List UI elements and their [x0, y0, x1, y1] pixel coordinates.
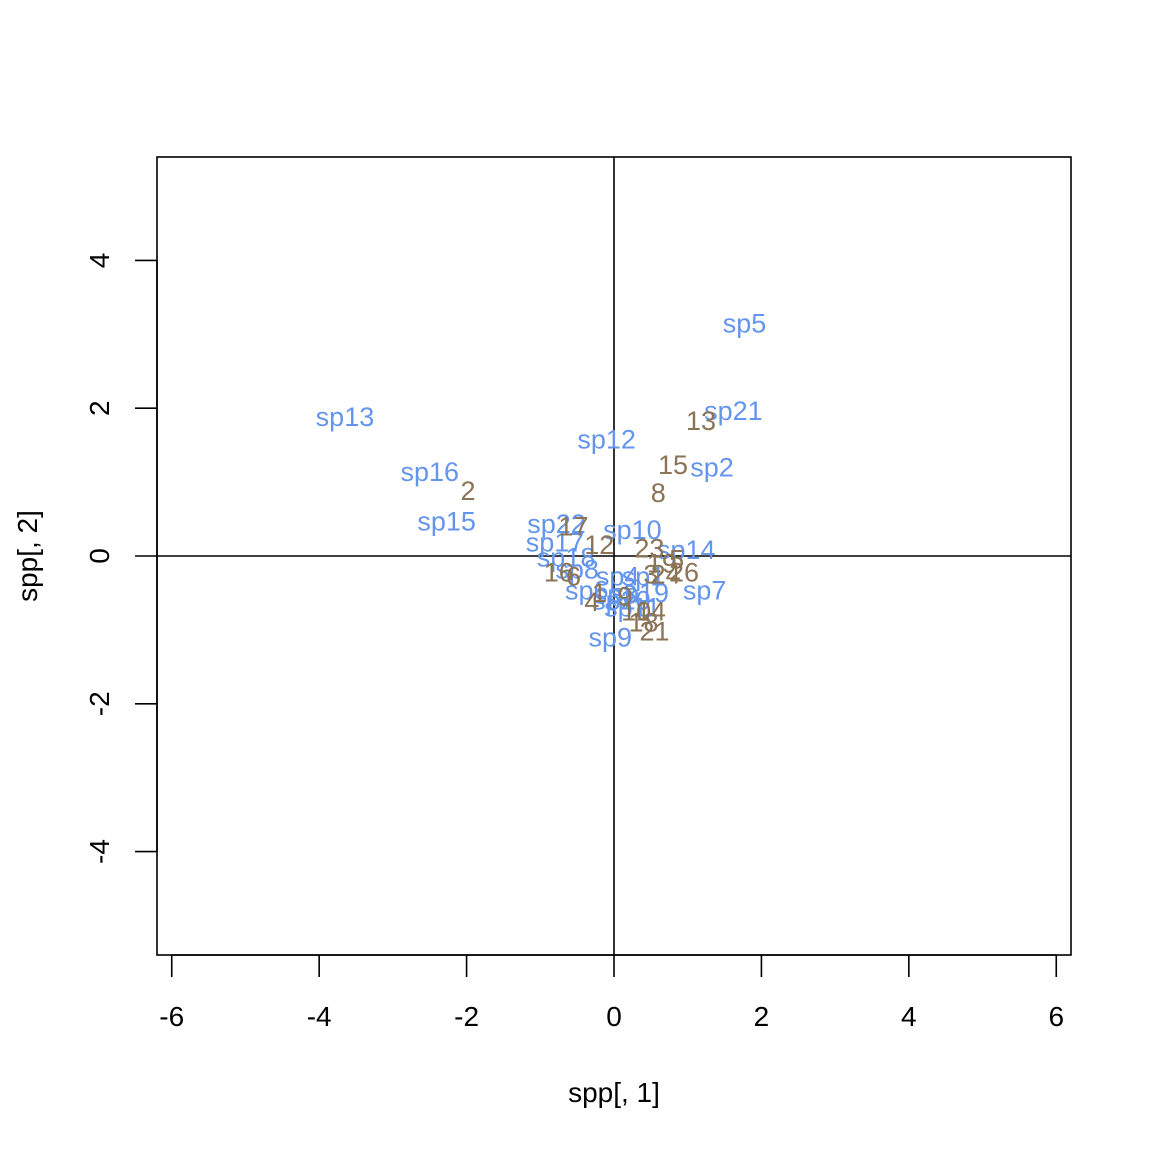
- x-axis: -6 -4 -2 0 2 4 6: [159, 954, 1064, 1032]
- species-label-sp2: sp2: [690, 452, 734, 482]
- reference-lines: [157, 157, 1071, 955]
- x-tick-label: 6: [1048, 1001, 1064, 1032]
- site-label-19: 19: [647, 548, 677, 578]
- site-label-5: 5: [669, 545, 684, 575]
- species-label-sp16: sp16: [400, 457, 459, 487]
- y-tick-label: 4: [84, 253, 115, 269]
- species-label-sp11: sp11: [604, 593, 661, 623]
- species-label-sp14: sp14: [657, 535, 716, 565]
- species-label-sp8: sp8: [555, 554, 599, 584]
- site-label-24: 24: [651, 559, 681, 589]
- site-label-15: 15: [658, 450, 688, 480]
- y-tick-label: 0: [84, 548, 115, 564]
- site-label-8: 8: [651, 478, 666, 508]
- species-label-sp1: sp1: [622, 562, 666, 592]
- x-tick-label: 0: [606, 1001, 622, 1032]
- site-label-4: 4: [584, 587, 599, 617]
- species-label-sp19: sp19: [611, 578, 670, 608]
- y-tick-label: 2: [84, 400, 115, 416]
- site-label-14: 14: [636, 596, 666, 626]
- species-label-sp15: sp15: [417, 506, 476, 536]
- y-tick-label: -2: [84, 691, 115, 716]
- species-label-sp7: sp7: [683, 576, 727, 606]
- site-label-3: 3: [643, 559, 658, 589]
- species-label-sp18: sp18: [537, 542, 596, 572]
- site-label-12: 12: [584, 530, 614, 560]
- x-tick-label: -2: [454, 1001, 479, 1032]
- x-tick-label: -4: [307, 1001, 332, 1032]
- site-label-16: 16: [544, 557, 574, 587]
- site-label-10: 10: [621, 596, 651, 626]
- species-label-sp12: sp12: [577, 424, 636, 454]
- species-label-sp5: sp5: [723, 308, 767, 338]
- species-label-sp21: sp21: [704, 396, 763, 426]
- site-label-18: 18: [628, 608, 658, 638]
- species-label-sp9: sp9: [589, 622, 633, 652]
- site-label-21: 21: [640, 616, 670, 646]
- y-axis-title: spp[, 2]: [12, 510, 43, 602]
- x-tick-label: -6: [159, 1001, 184, 1032]
- species-label-sp10: sp10: [603, 515, 662, 545]
- x-axis-title: spp[, 1]: [568, 1077, 660, 1108]
- x-tick-label: 4: [901, 1001, 917, 1032]
- site-label-6: 6: [566, 562, 581, 592]
- site-label-2: 2: [461, 476, 476, 506]
- species-label-sp13: sp13: [316, 402, 375, 432]
- site-label-13: 13: [686, 406, 716, 436]
- species-label-sp3: sp3: [594, 579, 638, 609]
- x-tick-label: 2: [754, 1001, 770, 1032]
- species-label-sp22: sp22: [527, 509, 586, 539]
- species-label-sp4: sp4: [596, 562, 640, 592]
- site-label-26: 26: [669, 557, 699, 587]
- site-label-23: 23: [634, 534, 664, 564]
- species-label-sp20: sp20: [592, 585, 651, 615]
- y-axis: -4 -2 0 2 4: [84, 253, 158, 864]
- species-label-sp17: sp17: [526, 528, 585, 558]
- site-label-17: 17: [558, 511, 588, 541]
- site-label-9: 9: [618, 582, 633, 612]
- species-label-sp6: sp6: [565, 576, 609, 606]
- y-tick-label: -4: [84, 839, 115, 864]
- site-label-1: 1: [592, 578, 607, 608]
